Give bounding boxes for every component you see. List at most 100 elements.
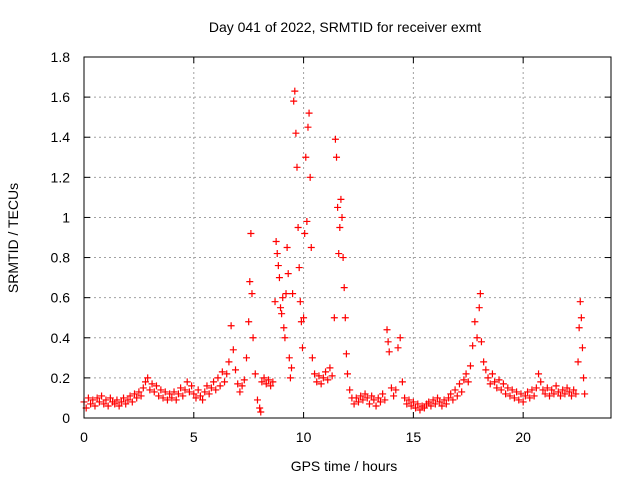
data-point (152, 382, 160, 390)
data-point (420, 404, 428, 412)
data-point (111, 400, 119, 408)
data-point (401, 394, 409, 402)
data-point (361, 390, 369, 398)
data-point (190, 390, 198, 398)
data-point (221, 378, 229, 386)
data-point (476, 290, 484, 298)
data-point (253, 396, 261, 404)
data-point (247, 229, 255, 237)
data-point (251, 370, 259, 378)
data-point (196, 392, 204, 400)
data-point (550, 390, 558, 398)
data-point (350, 400, 358, 408)
data-point (317, 380, 325, 388)
data-point (466, 362, 474, 370)
data-point (155, 392, 163, 400)
y-tick-label: 1 (62, 209, 70, 225)
data-point (334, 203, 342, 211)
data-point (567, 392, 575, 400)
data-point (521, 392, 529, 400)
data-point (365, 400, 373, 408)
data-point (137, 392, 145, 400)
data-point (506, 392, 514, 400)
data-point (87, 400, 95, 408)
data-point (148, 380, 156, 388)
data-point (257, 408, 265, 416)
data-point (293, 163, 301, 171)
data-point (286, 374, 294, 382)
data-point (510, 394, 518, 402)
data-point (315, 372, 323, 380)
y-tick-label: 0 (62, 410, 70, 426)
data-point (203, 382, 211, 390)
data-point (387, 384, 395, 392)
data-point (385, 348, 393, 356)
data-point (502, 390, 510, 398)
data-point (258, 378, 266, 386)
data-point (342, 350, 350, 358)
data-point (294, 223, 302, 231)
data-point (185, 388, 193, 396)
data-point (179, 392, 187, 400)
data-point (372, 402, 380, 410)
data-point (383, 326, 391, 334)
data-point (407, 402, 415, 410)
data-point (128, 398, 136, 406)
data-point (519, 398, 527, 406)
data-point (409, 398, 417, 406)
data-point (499, 380, 507, 388)
data-point (304, 123, 312, 131)
data-point (278, 310, 286, 318)
data-point (460, 376, 468, 384)
data-point (303, 217, 311, 225)
data-point (93, 394, 101, 402)
x-tick-label: 10 (296, 429, 312, 445)
data-point (532, 384, 540, 392)
data-point (115, 402, 123, 410)
data-point (273, 250, 281, 258)
x-tick-label: 5 (190, 429, 198, 445)
data-point (572, 390, 580, 398)
data-point (580, 374, 588, 382)
data-point (305, 109, 313, 117)
data-point (339, 254, 347, 262)
data-point (354, 398, 362, 406)
data-point (292, 129, 300, 137)
data-point (335, 250, 343, 258)
data-point (405, 396, 413, 404)
data-point (453, 392, 461, 400)
data-point (486, 380, 494, 388)
data-point (113, 396, 121, 404)
data-point (236, 388, 244, 396)
data-point (464, 378, 472, 386)
plot-frame (83, 56, 612, 419)
data-point (403, 400, 411, 408)
data-point (493, 384, 501, 392)
data-point (245, 318, 253, 326)
data-point (232, 366, 240, 374)
data-point (201, 388, 209, 396)
data-point (218, 368, 226, 376)
data-point (308, 354, 316, 362)
data-point (141, 378, 149, 386)
data-point (192, 394, 200, 402)
data-point (333, 153, 341, 161)
data-point (447, 390, 455, 398)
data-point (376, 398, 384, 406)
data-point (205, 390, 213, 398)
data-point (390, 392, 398, 400)
data-point (570, 386, 578, 394)
data-point (434, 394, 442, 402)
data-point (379, 390, 387, 398)
data-point (374, 394, 382, 402)
data-point (455, 380, 463, 388)
data-point (275, 274, 283, 282)
data-point (124, 396, 132, 404)
data-point (234, 380, 242, 388)
data-point (122, 400, 130, 408)
data-point (436, 398, 444, 406)
data-point (352, 394, 360, 402)
data-point (282, 290, 290, 298)
data-point (183, 378, 191, 386)
